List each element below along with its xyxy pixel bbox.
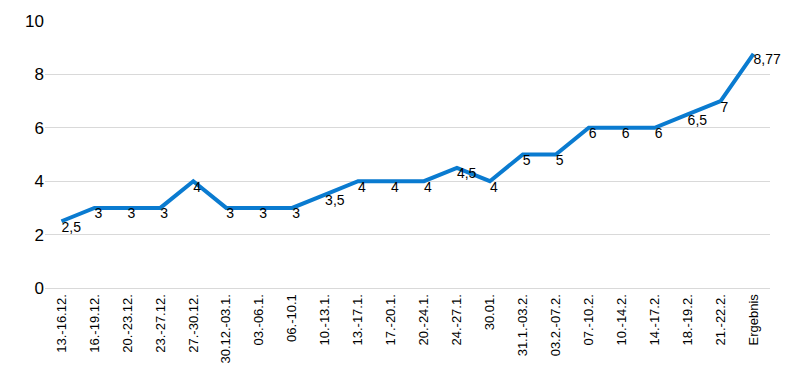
svg-text:24.-27.1.: 24.-27.1. (449, 294, 464, 345)
svg-text:4,5: 4,5 (457, 165, 477, 181)
svg-text:4: 4 (358, 179, 366, 195)
svg-text:14.-17.2.: 14.-17.2. (647, 294, 662, 345)
svg-text:27.-30.12.: 27.-30.12. (186, 294, 201, 353)
svg-text:3: 3 (94, 205, 102, 221)
svg-text:4: 4 (35, 172, 44, 191)
svg-text:Ergebnis: Ergebnis (746, 294, 761, 346)
svg-text:7: 7 (721, 99, 729, 115)
svg-text:6: 6 (622, 125, 630, 141)
svg-text:06.-10.1: 06.-10.1 (284, 294, 299, 342)
svg-text:4: 4 (424, 179, 432, 195)
svg-text:6: 6 (589, 125, 597, 141)
svg-text:2,5: 2,5 (61, 219, 81, 235)
svg-text:30.01.: 30.01. (482, 294, 497, 330)
svg-text:3: 3 (127, 205, 135, 221)
svg-text:5: 5 (523, 152, 531, 168)
svg-text:0: 0 (35, 279, 44, 298)
svg-text:8: 8 (35, 65, 44, 84)
svg-text:3: 3 (226, 205, 234, 221)
svg-text:07.-10.2.: 07.-10.2. (581, 294, 596, 345)
svg-text:3: 3 (259, 205, 267, 221)
svg-text:21.-22.2.: 21.-22.2. (713, 294, 728, 345)
svg-text:03.2.-07.2.: 03.2.-07.2. (548, 294, 563, 356)
svg-text:20.-23.12.: 20.-23.12. (120, 294, 135, 353)
svg-text:4: 4 (391, 179, 399, 195)
svg-text:8,77: 8,77 (754, 51, 781, 67)
svg-text:5: 5 (556, 152, 564, 168)
svg-text:30.12.-03.1.: 30.12.-03.1. (218, 294, 233, 363)
svg-text:3,5: 3,5 (325, 192, 345, 208)
svg-text:13.-17.1.: 13.-17.1. (350, 294, 365, 345)
svg-text:20.-24.1.: 20.-24.1. (416, 294, 431, 345)
svg-text:18.-19.2.: 18.-19.2. (680, 294, 695, 345)
svg-text:16.-19.12.: 16.-19.12. (87, 294, 102, 353)
svg-text:23.-27.12.: 23.-27.12. (153, 294, 168, 353)
svg-text:4: 4 (193, 179, 201, 195)
svg-text:6,5: 6,5 (688, 112, 708, 128)
svg-text:13.-16.12.: 13.-16.12. (54, 294, 69, 353)
svg-text:2: 2 (35, 226, 44, 245)
svg-text:17.-20.1.: 17.-20.1. (383, 294, 398, 345)
svg-text:6: 6 (35, 119, 44, 138)
svg-text:10: 10 (25, 12, 44, 31)
svg-text:03.-06.1.: 03.-06.1. (251, 294, 266, 345)
svg-text:4: 4 (490, 179, 498, 195)
svg-text:10.-14.2.: 10.-14.2. (614, 294, 629, 345)
svg-text:6: 6 (655, 125, 663, 141)
svg-text:31.1.-03.2.: 31.1.-03.2. (515, 294, 530, 356)
svg-text:3: 3 (292, 205, 300, 221)
svg-text:10.-13.1.: 10.-13.1. (317, 294, 332, 345)
svg-text:3: 3 (160, 205, 168, 221)
